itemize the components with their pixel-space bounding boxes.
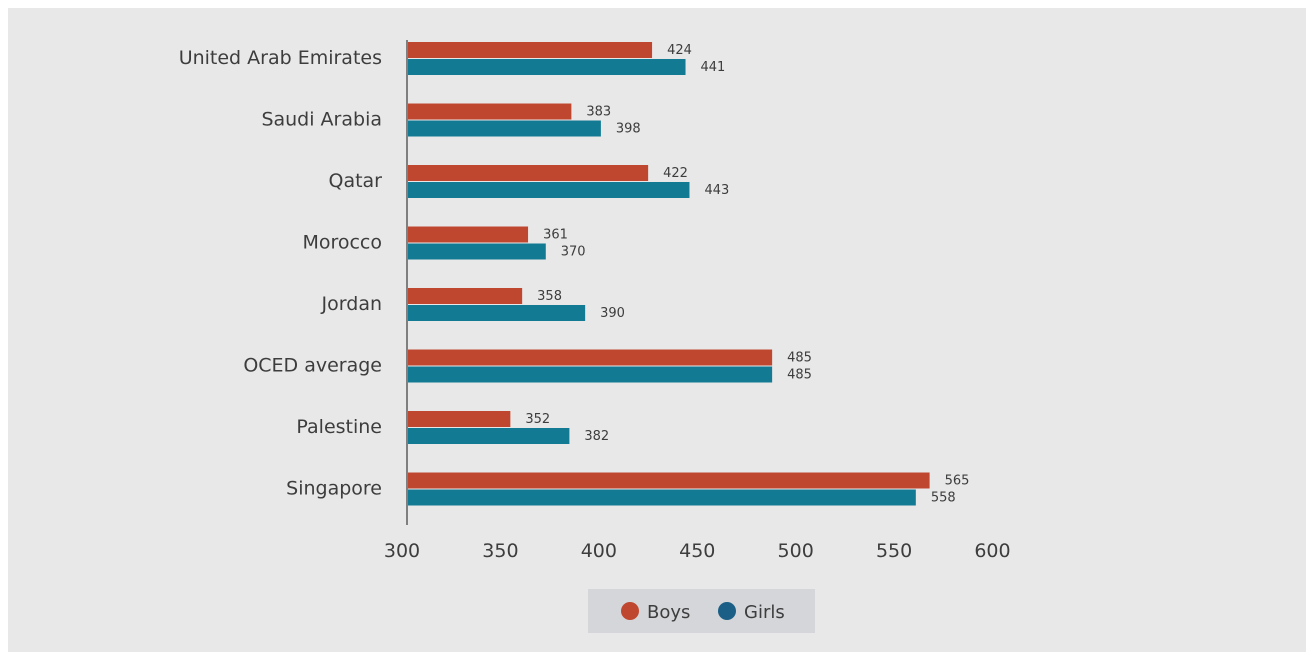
category-label-united-arab-emirates: United Arab Emirates — [179, 47, 382, 69]
bar-boys-saudi-arabia — [408, 103, 572, 120]
x-tick-label-450: 450 — [679, 540, 715, 562]
data-label-boys-palestine: 352 — [525, 412, 550, 427]
data-label-girls-saudi-arabia: 398 — [616, 122, 641, 137]
category-label-jordan: Jordan — [321, 293, 382, 315]
data-label-boys-qatar: 422 — [663, 166, 688, 181]
bar-boys-jordan — [408, 288, 523, 304]
data-label-girls-qatar: 443 — [704, 183, 729, 198]
bar-girls-singapore — [408, 489, 916, 506]
bar-girls-united-arab-emirates — [408, 59, 686, 75]
data-label-boys-singapore: 565 — [945, 474, 970, 489]
x-tick-label-350: 350 — [482, 540, 518, 562]
bar-girls-qatar — [408, 182, 690, 198]
data-label-girls-oced-average: 485 — [787, 368, 812, 383]
category-label-saudi-arabia: Saudi Arabia — [261, 109, 382, 131]
x-tick-label-500: 500 — [778, 540, 814, 562]
data-label-girls-palestine: 382 — [584, 429, 609, 444]
bar-girls-oced-average — [408, 366, 773, 383]
bar-girls-saudi-arabia — [408, 120, 601, 137]
data-label-boys-united-arab-emirates: 424 — [667, 43, 692, 58]
bar-boys-morocco — [408, 226, 529, 243]
bar-girls-jordan — [408, 305, 586, 321]
data-label-girls-morocco: 370 — [561, 245, 586, 260]
x-tick-label-400: 400 — [581, 540, 617, 562]
x-tick-label-300: 300 — [384, 540, 420, 562]
data-label-boys-jordan: 358 — [537, 289, 562, 304]
bar-girls-palestine — [408, 428, 570, 444]
x-tick-label-550: 550 — [876, 540, 912, 562]
data-label-boys-saudi-arabia: 383 — [586, 105, 611, 120]
category-label-singapore: Singapore — [286, 478, 382, 500]
x-tick-label-600: 600 — [974, 540, 1010, 562]
data-label-girls-united-arab-emirates: 441 — [701, 60, 726, 75]
legend-marker-girls — [718, 602, 736, 620]
data-label-boys-oced-average: 485 — [787, 351, 812, 366]
category-label-oced-average: OCED average — [243, 355, 382, 377]
bar-boys-palestine — [408, 411, 511, 427]
category-label-morocco: Morocco — [302, 232, 382, 254]
data-label-boys-morocco: 361 — [543, 228, 568, 243]
data-label-girls-singapore: 558 — [931, 491, 956, 506]
chart-panel — [8, 8, 1306, 652]
bar-boys-united-arab-emirates — [408, 42, 653, 58]
bar-boys-singapore — [408, 472, 930, 489]
data-label-girls-jordan: 390 — [600, 306, 625, 321]
category-label-qatar: Qatar — [328, 170, 382, 192]
bar-girls-morocco — [408, 243, 546, 260]
legend-label-girls: Girls — [744, 602, 785, 623]
bar-boys-oced-average — [408, 349, 773, 366]
legend-label-boys: Boys — [647, 602, 690, 623]
legend-marker-boys — [621, 602, 639, 620]
category-label-palestine: Palestine — [296, 416, 382, 438]
bar-boys-qatar — [408, 165, 649, 181]
